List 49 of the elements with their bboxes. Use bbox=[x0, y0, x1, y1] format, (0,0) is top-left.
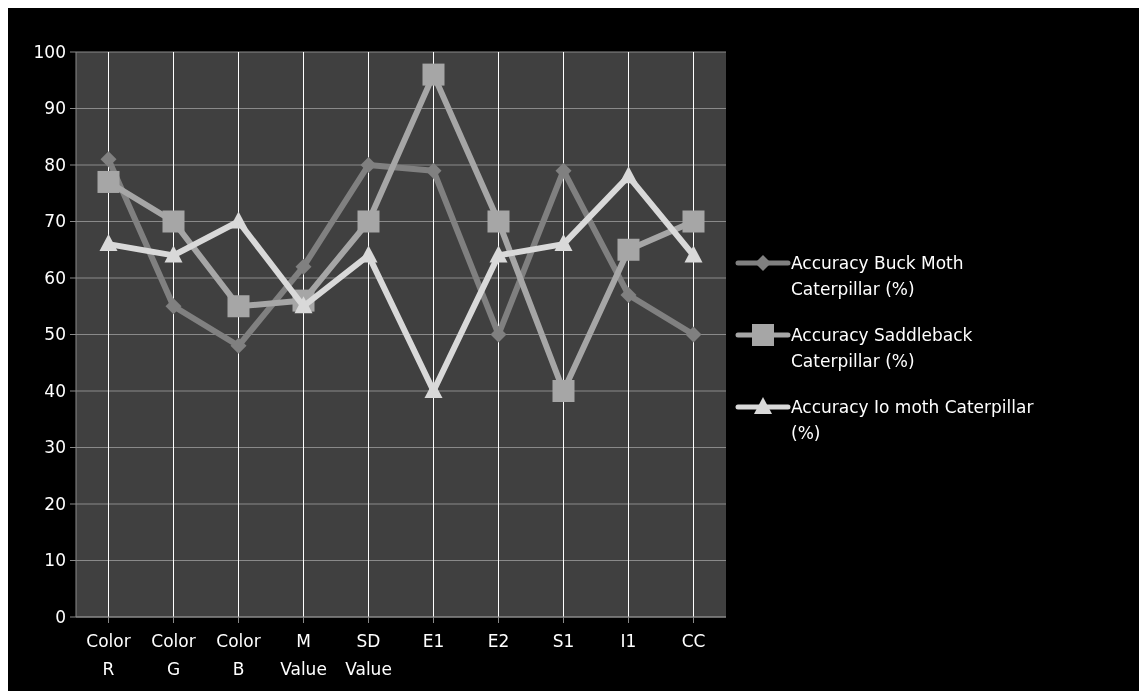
y-tick-label: 70 bbox=[44, 211, 66, 232]
y-tick-label: 20 bbox=[44, 493, 66, 514]
point bbox=[552, 380, 575, 402]
legend-label: Accuracy Io moth Caterpillar (%) bbox=[791, 396, 1034, 443]
x-tick-label: Color B bbox=[216, 631, 261, 679]
y-tick-label: 30 bbox=[44, 437, 66, 458]
y-tick-label: 0 bbox=[55, 606, 66, 627]
point bbox=[229, 211, 248, 229]
x-tick-label: CC bbox=[681, 631, 706, 651]
point bbox=[617, 238, 640, 261]
point bbox=[100, 151, 117, 168]
y-tick-label: 60 bbox=[44, 267, 66, 288]
point bbox=[619, 166, 638, 184]
point bbox=[684, 245, 703, 263]
x-tick-label: E2 bbox=[487, 631, 510, 651]
point bbox=[230, 337, 247, 354]
point bbox=[489, 245, 508, 263]
point bbox=[357, 210, 380, 233]
point bbox=[227, 295, 250, 318]
point bbox=[555, 162, 572, 179]
point bbox=[99, 234, 118, 252]
legend-label: Accuracy Buck Moth Caterpillar (%) bbox=[791, 252, 964, 299]
x-tick-label: E1 bbox=[422, 631, 445, 651]
point bbox=[682, 210, 705, 233]
point bbox=[164, 245, 183, 263]
y-tick-label: 80 bbox=[44, 154, 66, 175]
point bbox=[685, 326, 702, 343]
y-tick-label: 40 bbox=[44, 380, 66, 401]
point bbox=[97, 170, 120, 193]
x-tick-label: Color R bbox=[86, 631, 131, 679]
point bbox=[165, 298, 182, 315]
x-tick-label: I1 bbox=[620, 631, 637, 651]
point bbox=[487, 210, 510, 233]
y-tick-label: 50 bbox=[44, 324, 66, 345]
x-tick-label: SD Value bbox=[345, 631, 392, 679]
y-tick-label: 10 bbox=[44, 550, 66, 571]
y-tick-label: 90 bbox=[44, 98, 66, 119]
point bbox=[162, 210, 185, 233]
point bbox=[554, 234, 573, 252]
point bbox=[422, 63, 445, 86]
legend-label: Accuracy Saddleback Caterpillar (%) bbox=[791, 324, 973, 371]
point bbox=[620, 286, 637, 303]
y-tick-label: 100 bbox=[33, 41, 66, 62]
x-tick-label: Color G bbox=[151, 631, 196, 679]
point bbox=[295, 258, 312, 275]
x-tick-label: S1 bbox=[552, 631, 575, 651]
point bbox=[294, 296, 313, 314]
x-tick-label: M Value bbox=[280, 631, 327, 679]
point bbox=[424, 381, 443, 398]
